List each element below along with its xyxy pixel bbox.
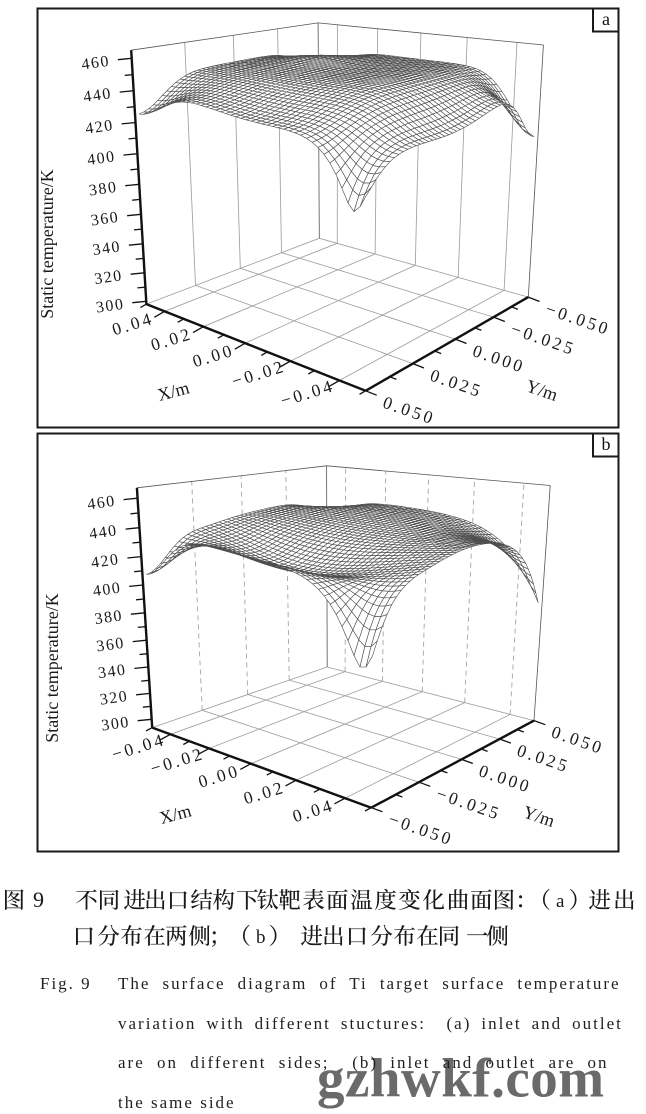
svg-text:460: 460 — [86, 493, 117, 514]
svg-text:b: b — [256, 927, 266, 948]
svg-text:360: 360 — [90, 209, 121, 230]
svg-text:440: 440 — [82, 85, 113, 106]
svg-text:gzhwkf.com: gzhwkf.com — [317, 1048, 605, 1109]
svg-text:are on different sides; (b) i: are on different sides; (b) inlet and ou… — [118, 1053, 609, 1072]
svg-text:Static temperature/K: Static temperature/K — [42, 593, 62, 742]
svg-text:variation with different stuct: variation with different stuctures: (a) … — [118, 1014, 623, 1033]
svg-text:the same side: the same side — [118, 1093, 236, 1112]
svg-text:320: 320 — [93, 267, 124, 288]
svg-text:340: 340 — [97, 661, 128, 682]
svg-text:9: 9 — [33, 887, 44, 912]
svg-text:300: 300 — [95, 296, 126, 317]
svg-text:400: 400 — [86, 148, 117, 169]
svg-text:440: 440 — [88, 522, 119, 543]
svg-text:380: 380 — [88, 179, 119, 200]
svg-text:420: 420 — [84, 117, 115, 138]
svg-text:a: a — [556, 891, 565, 912]
svg-text:340: 340 — [92, 238, 123, 259]
svg-text:Fig. 9: Fig. 9 — [40, 974, 92, 993]
svg-text:400: 400 — [92, 579, 123, 600]
svg-text:The surface diagram of Ti targ: The surface diagram of Ti target surface… — [118, 974, 621, 993]
svg-text:300: 300 — [100, 714, 131, 735]
svg-text:a: a — [602, 9, 610, 29]
svg-text:320: 320 — [99, 688, 130, 709]
svg-text:Static temperature/K: Static temperature/K — [37, 169, 57, 318]
svg-text:460: 460 — [80, 53, 111, 74]
svg-text:380: 380 — [94, 607, 125, 628]
svg-text:360: 360 — [95, 635, 126, 656]
svg-text:420: 420 — [90, 551, 121, 572]
svg-text:b: b — [602, 434, 611, 454]
